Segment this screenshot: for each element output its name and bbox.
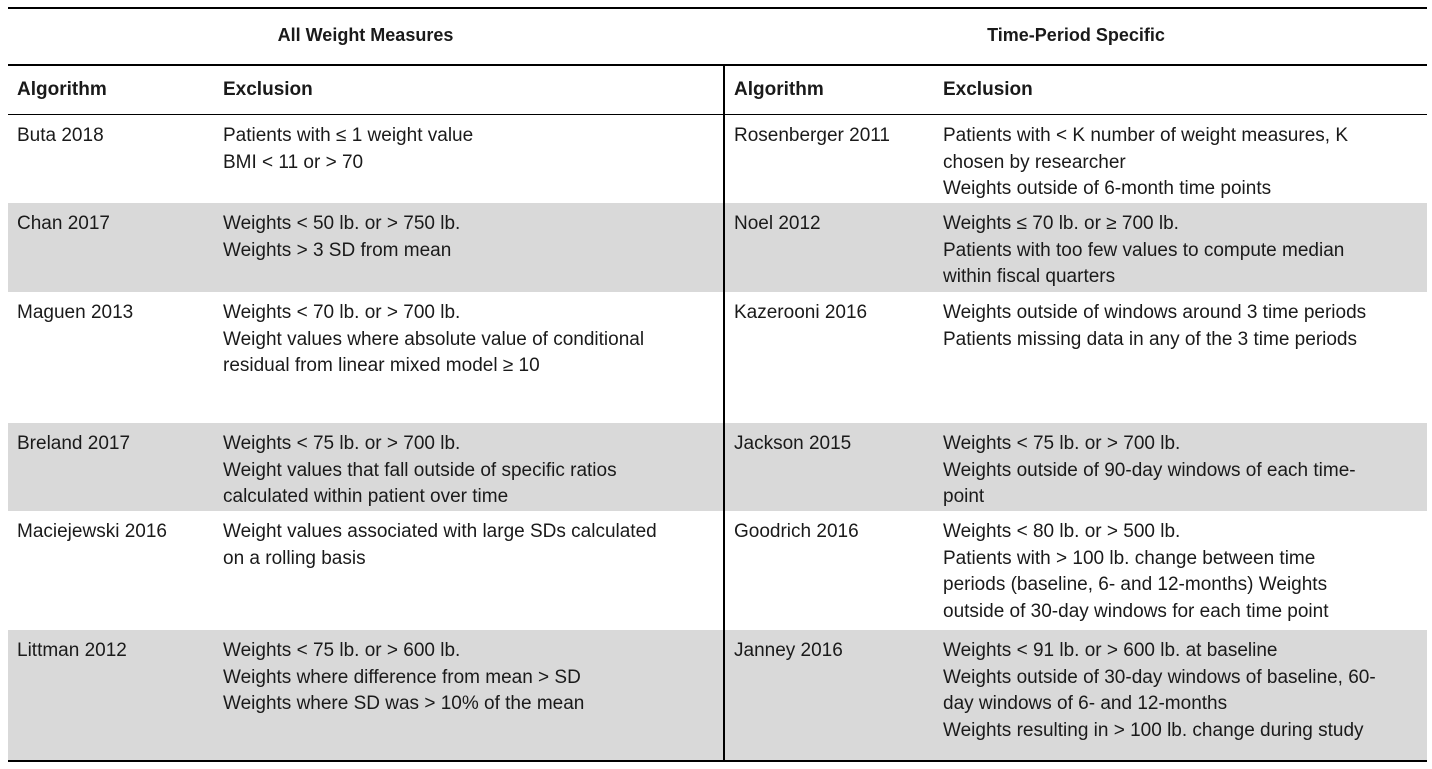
column-header-algorithm-left: Algorithm xyxy=(17,79,107,100)
exclusion-line: Weight values associated with large SDs … xyxy=(223,521,657,542)
algorithm-cell: Noel 2012 xyxy=(734,213,821,234)
exclusion-cell: Weights < 75 lb. or > 600 lb. Weights wh… xyxy=(223,638,584,718)
exclusion-line: Patients with too few values to compute … xyxy=(943,239,1345,261)
group-header-all-weight-measures: All Weight Measures xyxy=(277,25,454,45)
exclusion-line: point xyxy=(943,486,985,507)
exclusion-cell: Weights < 75 lb. or > 700 lb. Weights ou… xyxy=(943,431,1356,511)
algorithm-cell: Maciejewski 2016 xyxy=(17,521,167,542)
exclusion-line: Weights resulting in > 100 lb. change du… xyxy=(943,719,1364,741)
column-header-exclusion-right: Exclusion xyxy=(943,79,1033,100)
exclusion-line: Weights < 75 lb. or > 700 lb. xyxy=(943,433,1181,454)
exclusion-line: Weights outside of 6-month time points xyxy=(943,178,1272,199)
exclusion-line: on a rolling basis xyxy=(223,547,366,569)
exclusion-line: Patients missing data in any of the 3 ti… xyxy=(943,328,1358,350)
exclusion-line: Weights where difference from mean > SD xyxy=(223,666,581,688)
exclusion-cell: Weights ≤ 70 lb. or ≥ 700 lb. Patients w… xyxy=(943,211,1344,291)
table-row: Maguen 2013 Weights < 70 lb. or > 700 lb… xyxy=(8,292,1427,423)
exclusion-cell: Patients with < K number of weight measu… xyxy=(943,123,1348,203)
exclusion-cell: Weights < 50 lb. or > 750 lb. Weights > … xyxy=(223,211,460,264)
algorithm-cell: Breland 2017 xyxy=(17,433,131,454)
algorithm-cell: Buta 2018 xyxy=(17,125,104,146)
exclusion-line: Weights where SD was > 10% of the mean xyxy=(223,693,585,714)
exclusion-line: Weights < 91 lb. or > 600 lb. at baselin… xyxy=(943,640,1278,661)
exclusion-line: Weights < 50 lb. or > 750 lb. xyxy=(223,213,461,234)
exclusion-line: Patients with > 100 lb. change between t… xyxy=(943,547,1316,569)
exclusion-line: Weights outside of 30-day windows of bas… xyxy=(943,666,1376,688)
table-row: Maciejewski 2016 Weight values associate… xyxy=(8,511,1427,630)
table-row: Buta 2018 Patients with ≤ 1 weight value… xyxy=(8,115,1427,203)
exclusion-cell: Patients with ≤ 1 weight value BMI < 11 … xyxy=(223,123,473,176)
exclusion-cell: Weight values associated with large SDs … xyxy=(223,519,657,572)
column-group-divider xyxy=(723,65,725,761)
bottom-rule xyxy=(8,760,1427,762)
group-header-rule xyxy=(8,64,1427,66)
exclusion-cell: Weights < 80 lb. or > 500 lb. Patients w… xyxy=(943,519,1329,625)
algorithm-cell: Janney 2016 xyxy=(734,640,843,661)
exclusion-line: Weights < 80 lb. or > 500 lb. xyxy=(943,521,1181,542)
exclusion-line: calculated within patient over time xyxy=(223,486,509,507)
exclusion-line: residual from linear mixed model ≥ 10 xyxy=(223,355,540,376)
exclusion-cell: Weights outside of windows around 3 time… xyxy=(943,300,1366,353)
exclusion-line: outside of 30-day windows for each time … xyxy=(943,600,1329,622)
algorithm-cell: Goodrich 2016 xyxy=(734,521,859,542)
column-header-rule xyxy=(8,114,1427,115)
exclusion-cell: Weights < 75 lb. or > 700 lb. Weight val… xyxy=(223,431,617,511)
column-header-algorithm-right: Algorithm xyxy=(734,79,824,100)
algorithm-cell: Maguen 2013 xyxy=(17,302,134,323)
exclusion-line: BMI < 11 or > 70 xyxy=(223,151,364,173)
exclusion-line: Weights < 75 lb. or > 600 lb. xyxy=(223,640,461,661)
table-row: Breland 2017 Weights < 75 lb. or > 700 l… xyxy=(8,423,1427,511)
exclusion-criteria-table: All Weight Measures Time-Period Specific… xyxy=(8,7,1427,762)
table-row: Littman 2012 Weights < 75 lb. or > 600 l… xyxy=(8,630,1427,760)
exclusion-line: Weight values where absolute value of co… xyxy=(223,328,645,350)
algorithm-cell: Littman 2012 xyxy=(17,640,127,661)
exclusion-line: day windows of 6- and 12-months xyxy=(943,693,1228,714)
column-header-exclusion-left: Exclusion xyxy=(223,79,313,100)
exclusion-line: Weights ≤ 70 lb. or ≥ 700 lb. xyxy=(943,213,1179,234)
exclusion-line: Weights < 70 lb. or > 700 lb. xyxy=(223,302,461,323)
exclusion-line: periods (baseline, 6- and 12-months) Wei… xyxy=(943,574,1328,595)
table-row: Chan 2017 Weights < 50 lb. or > 750 lb. … xyxy=(8,203,1427,292)
algorithm-cell: Jackson 2015 xyxy=(734,433,852,454)
top-rule xyxy=(8,7,1427,9)
group-header-time-period-specific: Time-Period Specific xyxy=(987,25,1165,45)
exclusion-line: Weights outside of 90-day windows of eac… xyxy=(943,459,1356,481)
algorithm-cell: Chan 2017 xyxy=(17,213,110,234)
exclusion-line: Patients with ≤ 1 weight value xyxy=(223,125,474,146)
exclusion-line: Weights < 75 lb. or > 700 lb. xyxy=(223,433,461,454)
exclusion-line: Patients with < K number of weight measu… xyxy=(943,125,1349,146)
exclusion-line: within fiscal quarters xyxy=(943,266,1116,287)
exclusion-cell: Weights < 91 lb. or > 600 lb. at baselin… xyxy=(943,638,1376,744)
algorithm-cell: Kazerooni 2016 xyxy=(734,302,868,323)
algorithm-cell: Rosenberger 2011 xyxy=(734,125,890,146)
exclusion-line: Weights > 3 SD from mean xyxy=(223,239,452,261)
exclusion-line: chosen by researcher xyxy=(943,151,1126,173)
exclusion-line: Weight values that fall outside of speci… xyxy=(223,459,617,481)
exclusion-line: Weights outside of windows around 3 time… xyxy=(943,302,1367,323)
exclusion-cell: Weights < 70 lb. or > 700 lb. Weight val… xyxy=(223,300,644,380)
